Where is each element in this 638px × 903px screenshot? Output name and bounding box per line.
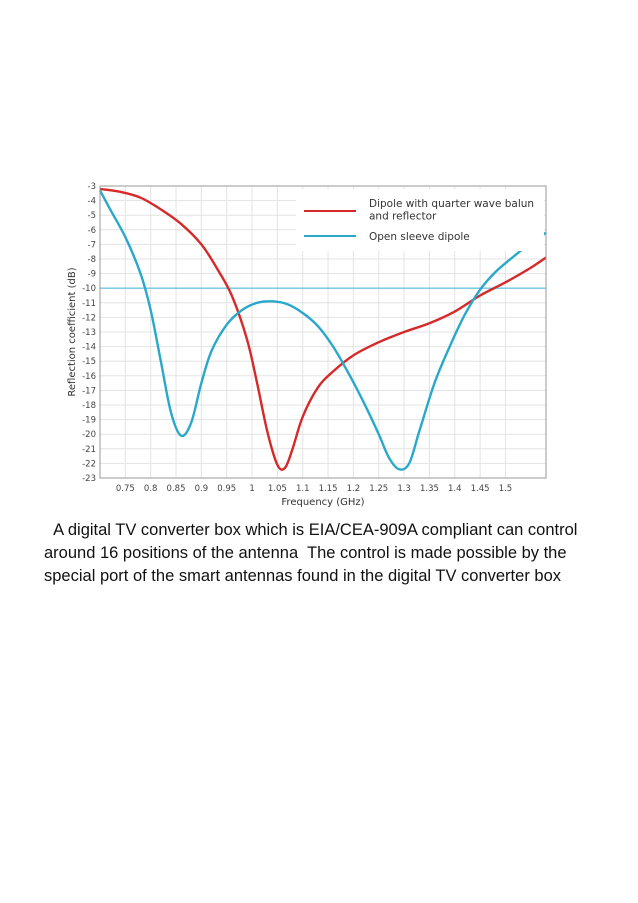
x-tick-label: 1.5: [499, 484, 513, 494]
reflection-chart: -3 -4 -5 -6 -7 -8 -9 -10 -11 -12 -13 -14 -15 -16 -17 -1…: [67, 182, 547, 508]
y-tick-label: -14: [82, 343, 96, 353]
y-tick-label: -8: [88, 255, 96, 265]
y-tick-label: -18: [82, 401, 96, 411]
y-tick-label: -16: [82, 372, 96, 382]
x-tick-label: 1.15: [319, 484, 338, 494]
legend-box: [296, 189, 544, 251]
x-tick-label: 1.45: [471, 484, 490, 494]
x-tick-label: 1: [249, 484, 254, 494]
plot-frame: [99, 185, 547, 479]
y-tick-label: -11: [82, 299, 96, 309]
y-tick-label: -17: [82, 386, 96, 396]
y-tick-label: -15: [82, 357, 96, 367]
x-tick-label: 1.3: [397, 484, 411, 494]
x-tick-label: 0.95: [217, 484, 236, 494]
y-tick-label: -3: [88, 182, 96, 192]
y-axis-title: Reflection coefficient (dB): [67, 267, 78, 396]
y-tick-label: -20: [82, 430, 96, 440]
legend: Dipole with quarter wave balun and reflec…: [296, 189, 544, 251]
y-tick-label: -23: [82, 474, 96, 484]
series-line-1: [99, 187, 547, 471]
chart-grid: [100, 185, 546, 479]
caption-text: A digital TV converter box which is EIA/…: [44, 521, 583, 585]
x-axis-title: Frequency (GHz): [281, 497, 364, 508]
x-tick-label: 1.4: [448, 484, 462, 494]
y-tick-label: -7: [88, 240, 96, 250]
y-tick-label: -21: [82, 445, 96, 455]
x-tick-label: 0.85: [167, 484, 186, 494]
x-tick-labels: 0.75 0.8 0.85 0.9 0.95 1 1.05 1.1 1.15 1.2 1.25 1.3…: [116, 484, 512, 494]
y-tick-label: -5: [88, 211, 96, 221]
y-tick-label: -10: [82, 284, 96, 294]
x-tick-label: 1.35: [420, 484, 439, 494]
x-tick-label: 0.75: [116, 484, 135, 494]
y-tick-label: -22: [82, 459, 96, 469]
legend-label-2: Open sleeve dipole: [369, 231, 470, 243]
x-tick-label: 1.2: [347, 484, 361, 494]
legend-label-1: Dipole with quarter wave balun and reflec…: [369, 198, 534, 223]
y-tick-label: -4: [88, 197, 96, 207]
y-tick-label: -19: [82, 416, 96, 426]
x-tick-label: 0.8: [144, 484, 158, 494]
x-tick-label: 1.05: [268, 484, 287, 494]
x-tick-label: 0.9: [195, 484, 209, 494]
x-tick-label: 1.25: [369, 484, 388, 494]
chart-series: [98, 187, 547, 471]
y-tick-label: -12: [82, 313, 96, 323]
y-tick-label: -9: [88, 270, 96, 280]
series-line-2: [98, 189, 547, 471]
y-tick-label: -6: [88, 226, 96, 236]
y-tick-labels: -3 -4 -5 -6 -7 -8 -9 -10 -11 -12 -13 -14 -15 -16 -17 -1…: [82, 182, 96, 484]
x-tick-label: 1.1: [296, 484, 310, 494]
y-tick-label: -13: [82, 328, 96, 338]
